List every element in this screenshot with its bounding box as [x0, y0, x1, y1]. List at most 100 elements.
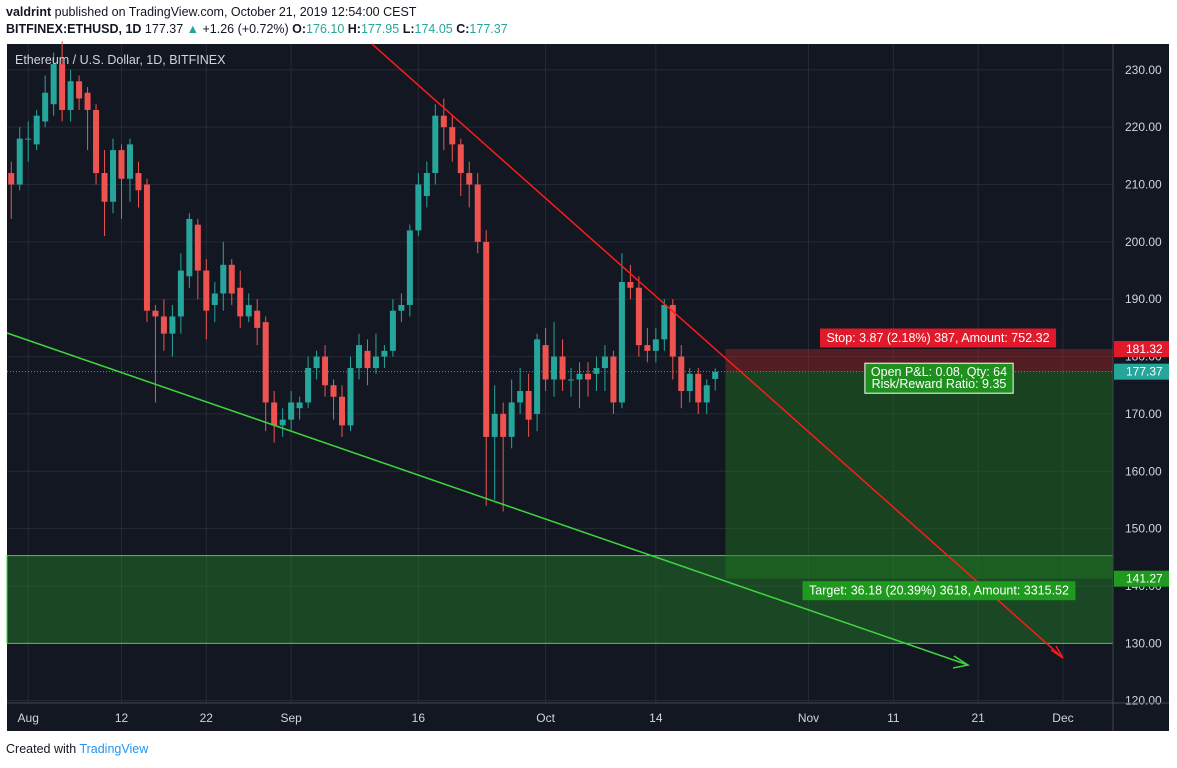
change: +1.26 (+0.72%) [202, 22, 289, 36]
candle-body [644, 345, 651, 351]
candle-body [678, 356, 685, 391]
candle-body [355, 345, 362, 369]
published: published on TradingView.com, October 21… [54, 5, 417, 19]
candle-body [669, 304, 676, 357]
candle-body [135, 173, 142, 191]
arrow-head [952, 655, 970, 669]
footer: Created with TradingView [6, 742, 148, 756]
c: 177.37 [469, 22, 508, 36]
x-tick-label: 22 [200, 711, 214, 725]
price-tag-label: 141.27 [1126, 572, 1163, 586]
l: 174.05 [414, 22, 453, 36]
h-label: H: [347, 22, 361, 36]
candle-body [517, 390, 524, 403]
y-tick-label: 150.00 [1125, 522, 1162, 536]
candle-body [245, 304, 252, 317]
symbol: BITFINEX:ETHUSD, 1D [6, 22, 142, 36]
candle-body [67, 81, 74, 110]
candle-body [322, 356, 329, 386]
candle-body [101, 173, 108, 202]
candle-body [661, 304, 668, 340]
candle-body [143, 184, 150, 311]
candle-body [271, 402, 278, 426]
candle-body [288, 402, 295, 420]
position-label: Risk/Reward Ratio: 9.35 [872, 377, 1007, 391]
candle-body [466, 173, 473, 185]
candle-body [474, 184, 481, 242]
candle-body [449, 127, 456, 145]
candle-body [330, 385, 337, 397]
position-label: Stop: 3.87 (2.18%) 387, Amount: 752.32 [826, 331, 1049, 345]
o: 176.10 [306, 22, 345, 36]
candle-body [423, 173, 430, 196]
candle-body [389, 310, 396, 351]
candle-body [635, 287, 642, 346]
candle-body [25, 138, 32, 140]
candle-body [601, 356, 608, 369]
candle-body [576, 373, 583, 380]
candle-body [237, 287, 244, 317]
candle-body [59, 64, 66, 110]
price-tag [1114, 363, 1169, 380]
candle-body [305, 368, 312, 403]
candle-body [220, 264, 227, 294]
candle-body [695, 373, 702, 403]
candle-body [16, 138, 23, 185]
x-tick-label: Aug [18, 711, 39, 725]
candle-body [457, 144, 464, 174]
candle-body [110, 150, 117, 202]
x-tick-label: 21 [971, 711, 985, 725]
candle-body [177, 270, 184, 317]
last: 177.37 [144, 22, 184, 36]
x-tick-label: 12 [115, 711, 129, 725]
y-tick-label: 120.00 [1125, 694, 1162, 708]
candle-body [508, 402, 515, 437]
header: valdrint published on TradingView.com, O… [6, 4, 508, 38]
price-tag-label: 181.32 [1126, 342, 1163, 356]
candle-body [203, 270, 210, 311]
candle-body [169, 316, 176, 334]
candle-body [483, 241, 490, 437]
candle-body [542, 345, 549, 380]
candle-body [559, 356, 566, 380]
position-label: Open P&L: 0.08, Qty: 64 [871, 365, 1007, 379]
author: valdrint [6, 5, 52, 19]
candle-body [347, 368, 354, 426]
created: Created with [6, 742, 77, 756]
candle-body [254, 310, 261, 328]
candle-body [618, 282, 625, 403]
candle-body [525, 390, 532, 420]
chart-title: Ethereum / U.S. Dollar, 1D, BITFINEX [15, 53, 226, 67]
y-tick-label: 170.00 [1125, 407, 1162, 421]
y-tick-label: 160.00 [1125, 464, 1162, 478]
candle-body [610, 356, 617, 403]
candle-body [712, 371, 719, 379]
candle-body [33, 115, 40, 145]
candle-body [652, 339, 659, 351]
candle-body [406, 230, 413, 305]
candle-body [211, 293, 218, 305]
candle-body [534, 339, 541, 414]
y-tick-label: 220.00 [1125, 120, 1162, 134]
candle-body [84, 92, 91, 110]
label-box [864, 362, 1014, 394]
candle-body [118, 150, 125, 179]
candle-body [8, 173, 15, 185]
candle-body [432, 115, 439, 174]
candle-body [627, 282, 634, 288]
candle-body [584, 373, 591, 380]
label-box [819, 328, 1057, 348]
candle-body [364, 350, 371, 369]
h: 177.95 [360, 22, 400, 36]
brand: TradingView [79, 742, 149, 756]
candle-body [279, 419, 286, 426]
l-label: L: [402, 22, 415, 36]
y-tick-label: 200.00 [1125, 235, 1162, 249]
candle-body [703, 385, 710, 403]
candle-body [262, 322, 269, 403]
y-tick-label: 230.00 [1125, 63, 1162, 77]
candle-body [372, 356, 379, 369]
arrow-head [1050, 645, 1064, 659]
price-tag-label: 177.37 [1126, 365, 1163, 379]
